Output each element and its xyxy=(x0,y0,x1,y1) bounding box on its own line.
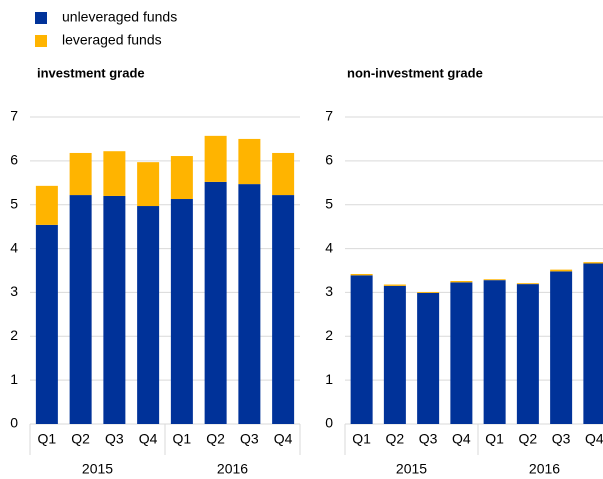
bar-segment xyxy=(450,282,473,424)
group-label: 2015 xyxy=(82,461,113,477)
bar-segment xyxy=(137,206,160,424)
x-tick-label: Q1 xyxy=(352,431,371,447)
bar-segment xyxy=(583,262,603,264)
y-tick-label: 7 xyxy=(325,108,333,124)
x-tick-label: Q1 xyxy=(485,431,504,447)
x-tick-label: Q3 xyxy=(240,431,259,447)
legend-label: leveraged funds xyxy=(62,32,162,48)
bar-segment xyxy=(238,184,261,424)
chart-title: non-investment grade xyxy=(347,65,483,80)
bar-segment xyxy=(483,279,506,281)
bar-segment xyxy=(69,195,92,424)
bar-segment xyxy=(583,263,603,424)
x-tick-label: Q4 xyxy=(452,431,471,447)
x-tick-label: Q2 xyxy=(71,431,90,447)
y-tick-label: 3 xyxy=(325,283,333,299)
y-tick-label: 7 xyxy=(10,108,18,124)
bar-segment xyxy=(417,292,440,424)
x-tick-label: Q3 xyxy=(105,431,124,447)
y-tick-label: 1 xyxy=(10,371,18,387)
y-tick-label: 4 xyxy=(10,239,18,255)
bar-segment xyxy=(238,138,261,185)
x-tick-label: Q2 xyxy=(206,431,225,447)
series xyxy=(35,135,295,225)
bar-segment xyxy=(383,284,406,286)
bar-segment xyxy=(170,199,193,424)
x-tick-label: Q4 xyxy=(585,431,603,447)
bar-segment xyxy=(272,152,295,196)
bar-segment xyxy=(483,280,506,424)
x-tick-label: Q2 xyxy=(519,431,538,447)
x-tick-label: Q2 xyxy=(386,431,405,447)
bar-segment xyxy=(272,195,295,424)
bar-segment xyxy=(516,283,539,285)
y-tick-label: 2 xyxy=(325,327,333,343)
bar-segment xyxy=(103,195,126,424)
bar-segment xyxy=(417,291,440,293)
legend-swatch xyxy=(35,35,47,47)
y-tick-label: 5 xyxy=(10,195,18,211)
y-tick-label: 0 xyxy=(10,415,18,431)
bar-segment xyxy=(350,274,373,276)
legend-label: unleveraged funds xyxy=(62,9,177,25)
series xyxy=(35,181,295,424)
bar-segment xyxy=(35,224,58,424)
y-tick-label: 6 xyxy=(10,152,18,168)
bar-segment xyxy=(35,185,58,225)
bar-segment xyxy=(204,135,227,182)
x-tick-label: Q4 xyxy=(139,431,158,447)
bar-segment xyxy=(550,271,573,424)
group-label: 2016 xyxy=(529,461,560,477)
x-tick-label: Q4 xyxy=(274,431,293,447)
series xyxy=(350,262,603,293)
x-tick-label: Q1 xyxy=(173,431,192,447)
bar-segment xyxy=(204,181,227,424)
bar-segment xyxy=(137,162,160,207)
y-tick-label: 3 xyxy=(10,283,18,299)
x-tick-label: Q3 xyxy=(419,431,438,447)
y-tick-label: 2 xyxy=(10,327,18,343)
bar-segment xyxy=(516,284,539,424)
bar-segment xyxy=(550,269,573,272)
group-label: 2015 xyxy=(396,461,427,477)
y-tick-label: 5 xyxy=(325,195,333,211)
chart-title: investment grade xyxy=(37,65,145,80)
bar-segment xyxy=(69,152,92,196)
bar-segment xyxy=(350,275,373,424)
x-tick-label: Q1 xyxy=(38,431,57,447)
bar-segment xyxy=(450,281,473,283)
legend-swatch xyxy=(35,12,47,24)
group-label: 2016 xyxy=(217,461,248,477)
x-tick-label: Q3 xyxy=(552,431,571,447)
bar-segment xyxy=(103,151,126,196)
bar-segment xyxy=(383,285,406,424)
bar-segment xyxy=(170,156,193,200)
y-tick-label: 4 xyxy=(325,239,333,255)
y-tick-label: 0 xyxy=(325,415,333,431)
y-tick-label: 6 xyxy=(325,152,333,168)
series xyxy=(350,263,603,424)
y-tick-label: 1 xyxy=(325,371,333,387)
